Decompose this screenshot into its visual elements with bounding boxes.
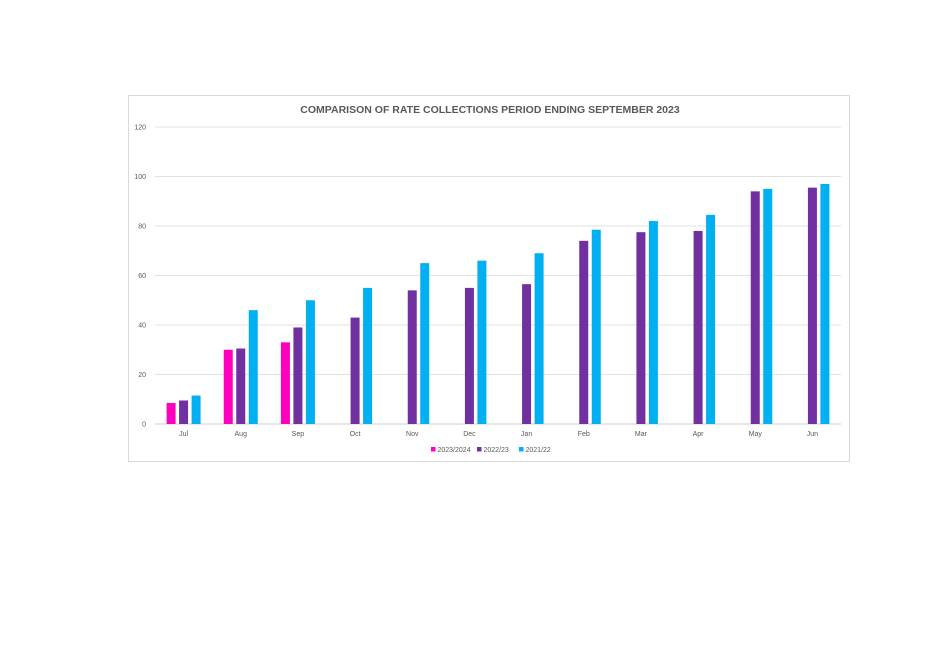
bar: [579, 240, 589, 424]
bar: [293, 327, 303, 424]
x-tick-label: Jun: [807, 431, 818, 438]
legend-swatch: [519, 447, 524, 452]
x-tick-label: Mar: [635, 431, 648, 438]
bar: [820, 183, 830, 424]
bar: [305, 300, 315, 424]
bar: [464, 287, 474, 424]
x-tick-label: Aug: [235, 431, 248, 438]
bar: [534, 253, 544, 424]
bar: [750, 191, 760, 424]
x-tick-label: Oct: [350, 431, 361, 438]
legend-label: 2021/22: [526, 447, 551, 454]
bar: [420, 263, 430, 424]
y-tick-label: 20: [138, 372, 146, 379]
legend-swatch: [477, 447, 482, 452]
bar: [350, 317, 360, 424]
y-tick-label: 100: [134, 174, 146, 181]
bar: [693, 230, 703, 424]
bar: [591, 229, 601, 424]
y-tick-label: 0: [142, 422, 146, 429]
bar: [236, 348, 246, 424]
chart-area: COMPARISON OF RATE COLLECTIONS PERIOD EN…: [128, 95, 850, 462]
bar: [179, 400, 189, 424]
bar-chart: COMPARISON OF RATE COLLECTIONS PERIOD EN…: [134, 104, 841, 454]
x-axis-ticks: Jul Aug Sep Oct Nov Dec Jan Feb Mar Apr May Jun: [179, 431, 818, 438]
gridlines: [155, 126, 841, 425]
x-tick-label: Sep: [292, 431, 305, 438]
bar: [191, 395, 201, 424]
bar: [807, 187, 817, 424]
bars: [166, 183, 830, 424]
y-tick-label: 80: [138, 224, 146, 231]
bar: [166, 402, 176, 424]
x-tick-label: Jan: [521, 431, 532, 438]
legend-label: 2023/2024: [438, 447, 471, 454]
x-tick-label: Nov: [406, 431, 419, 438]
bar: [407, 290, 417, 424]
bar: [522, 284, 532, 424]
bar: [248, 310, 258, 424]
y-tick-label: 40: [138, 323, 146, 330]
bar: [763, 188, 773, 424]
legend: 2023/2024 2022/23 2021/22: [431, 447, 551, 454]
x-tick-label: Jul: [179, 431, 188, 438]
legend-label: 2022/23: [484, 447, 509, 454]
chart-title: COMPARISON OF RATE COLLECTIONS PERIOD EN…: [300, 104, 680, 116]
x-tick-label: Feb: [578, 431, 590, 438]
x-tick-label: May: [749, 431, 763, 438]
y-tick-label: 60: [138, 273, 146, 280]
x-tick-label: Apr: [693, 431, 705, 438]
bar: [636, 232, 646, 424]
bar: [223, 349, 233, 424]
x-tick-label: Dec: [463, 431, 476, 438]
bar: [706, 214, 716, 424]
bar: [280, 342, 290, 424]
bar: [648, 221, 658, 424]
y-axis-ticks: 0 20 40 60 80 100 120: [134, 125, 146, 429]
bar: [363, 287, 373, 424]
bar: [477, 260, 487, 424]
legend-swatch: [431, 447, 436, 452]
y-tick-label: 120: [134, 125, 146, 132]
